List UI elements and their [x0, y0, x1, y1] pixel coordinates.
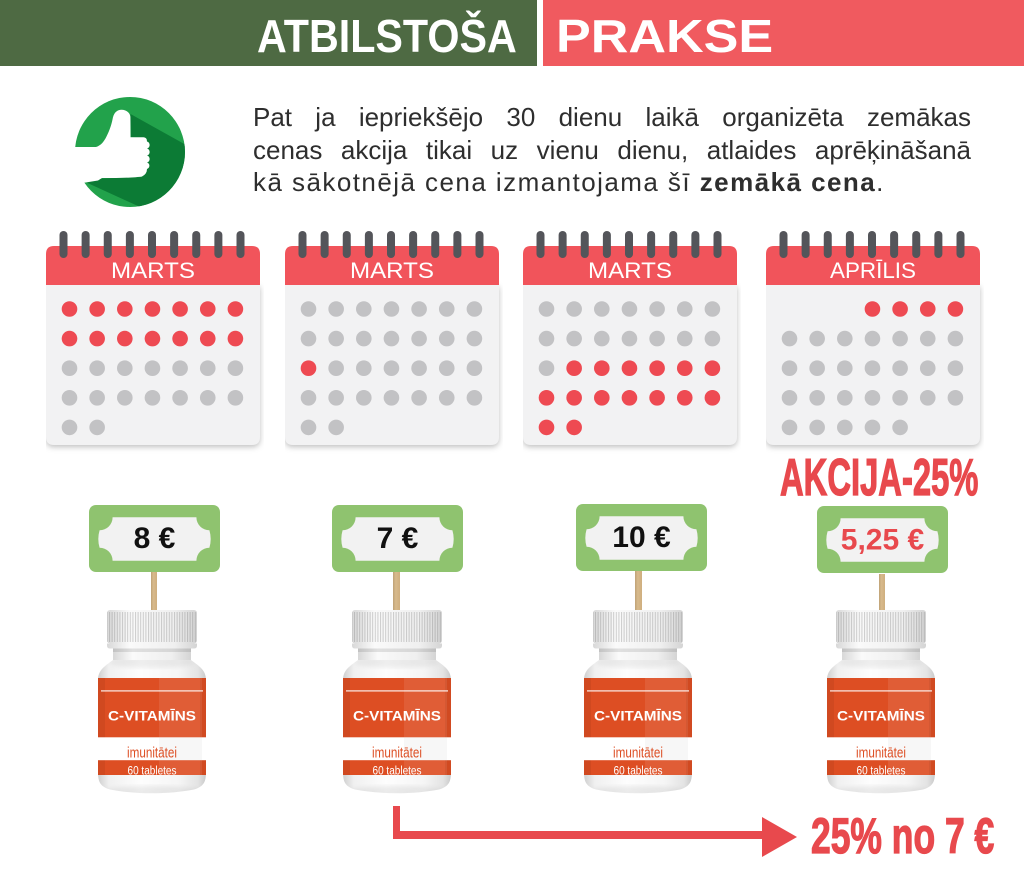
svg-text:C-VITAMĪNS: C-VITAMĪNS — [837, 708, 925, 724]
svg-text:imunitātei: imunitātei — [856, 745, 906, 762]
svg-text:APRĪLIS: APRĪLIS — [830, 258, 916, 283]
svg-text:60 tabletes: 60 tabletes — [372, 765, 421, 777]
svg-text:10 €: 10 € — [612, 521, 671, 554]
svg-text:7 €: 7 € — [377, 522, 419, 555]
svg-text:60 tabletes: 60 tabletes — [857, 765, 906, 777]
svg-text:MARTS: MARTS — [350, 258, 434, 283]
svg-text:MARTS: MARTS — [588, 258, 672, 283]
svg-text:imunitātei: imunitātei — [613, 745, 663, 762]
svg-text:C-VITAMĪNS: C-VITAMĪNS — [594, 708, 682, 724]
svg-text:C-VITAMĪNS: C-VITAMĪNS — [108, 708, 196, 724]
svg-text:5,25 €: 5,25 € — [841, 524, 925, 557]
svg-text:MARTS: MARTS — [111, 258, 195, 283]
svg-text:8 €: 8 € — [134, 522, 176, 555]
svg-text:imunitātei: imunitātei — [127, 745, 177, 762]
svg-text:C-VITAMĪNS: C-VITAMĪNS — [353, 708, 441, 724]
svg-text:imunitātei: imunitātei — [372, 745, 422, 762]
svg-text:60 tabletes: 60 tabletes — [614, 765, 663, 777]
svg-text:60 tabletes: 60 tabletes — [128, 765, 177, 777]
